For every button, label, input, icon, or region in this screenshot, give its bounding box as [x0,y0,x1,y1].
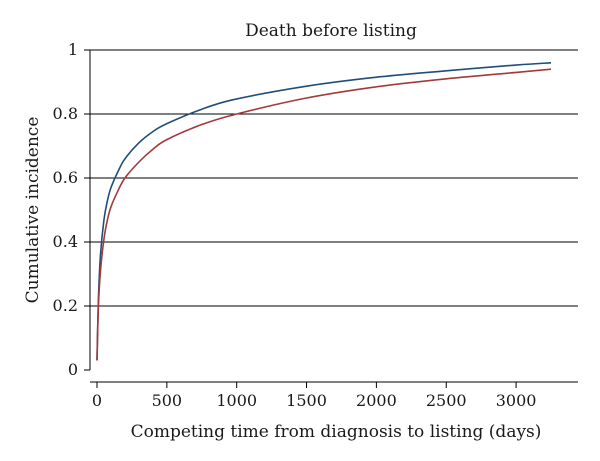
y-tick-label: 0.6 [53,168,78,187]
x-tick-label: 2500 [426,391,467,410]
y-tick-label: 1 [68,40,78,59]
chart-title: Death before listing [245,21,417,41]
x-tick-labels: 0 500 1000 1500 2000 2500 3000 [92,391,537,410]
x-tick-label: 3000 [496,391,537,410]
x-tick-label: 2000 [356,391,397,410]
x-tick-label: 0 [92,391,102,410]
y-tick-label: 0.8 [53,104,78,123]
gridlines [90,49,578,307]
series-line-2 [96,68,552,361]
x-tick-label: 1000 [216,391,257,410]
x-axis-title: Competing time from diagnosis to listing… [131,422,542,442]
y-tick-labels: 0 0.2 0.4 0.6 0.8 1 [53,40,78,379]
x-tick-label: 500 [152,391,183,410]
y-tick-label: 0.2 [53,296,78,315]
axes [84,49,578,388]
x-tick-label: 1500 [286,391,327,410]
y-tick-label: 0 [68,360,78,379]
series-lines [96,62,552,361]
series-line-1 [96,62,552,361]
y-axis-title: Cumulative incidence [23,117,43,304]
y-tick-label: 0.4 [53,232,78,251]
